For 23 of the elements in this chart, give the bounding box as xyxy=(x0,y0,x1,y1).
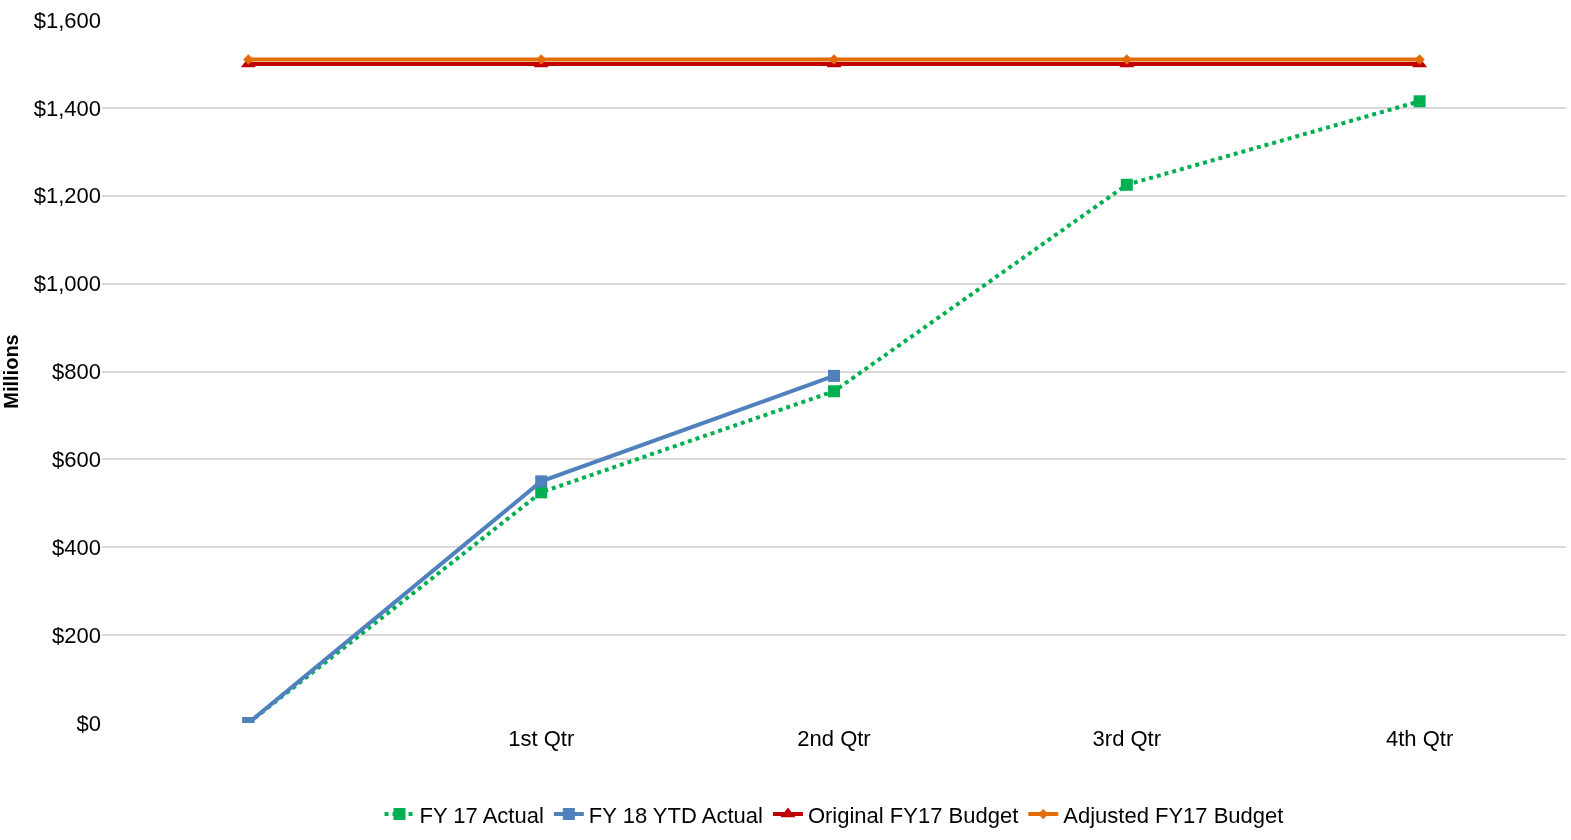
y-tick-label: $0 xyxy=(76,710,101,736)
y-tick-label: $600 xyxy=(52,447,101,473)
legend-label: Adjusted FY17 Budget xyxy=(1063,802,1284,828)
y-tick-label: $800 xyxy=(52,359,101,385)
y-tick-label: $400 xyxy=(52,534,101,560)
y-tick-label: $1,000 xyxy=(33,271,101,297)
point xyxy=(1413,95,1426,108)
point xyxy=(1120,178,1133,191)
legend-label: Original FY17 Budget xyxy=(807,802,1019,828)
y-tick-label: $1,400 xyxy=(33,95,101,121)
y-tick-label: $1,200 xyxy=(33,183,101,209)
point xyxy=(828,385,840,398)
y-tick-label: $200 xyxy=(52,622,101,648)
y-tick-label: $1,600 xyxy=(33,7,101,33)
legend-label: FY 18 YTD Actual xyxy=(588,802,763,828)
point xyxy=(535,475,548,488)
y-axis-title: Millions xyxy=(0,334,22,409)
legend-label: FY 17 Actual xyxy=(419,802,544,828)
point xyxy=(828,369,840,382)
x-tick-label: 1st Qtr xyxy=(508,726,575,751)
x-tick-label: 3rd Qtr xyxy=(1092,726,1162,751)
x-tick-label: 2nd Qtr xyxy=(797,726,871,751)
x-tick-label: 4th Qtr xyxy=(1385,726,1454,751)
